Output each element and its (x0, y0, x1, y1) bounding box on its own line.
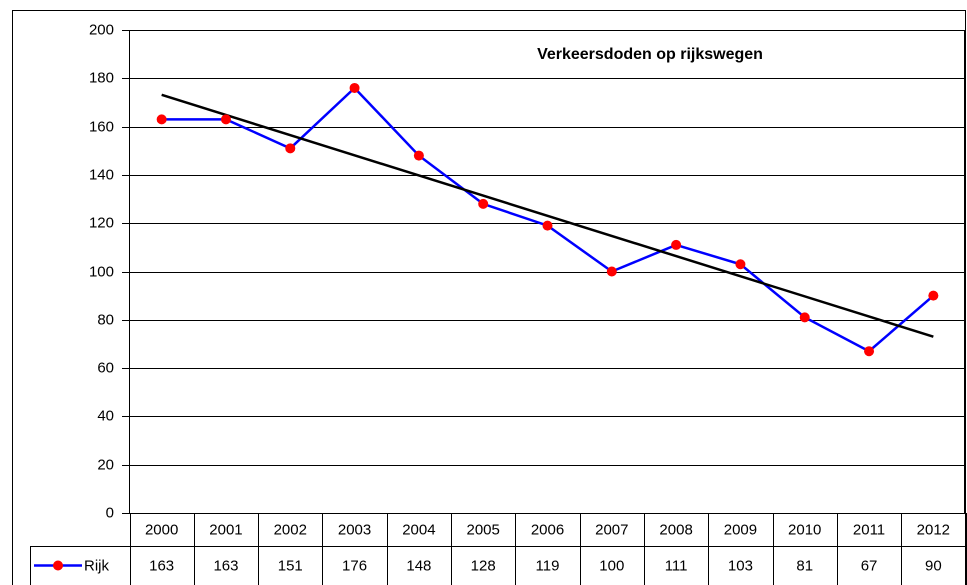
y-tick-label: 80 (97, 311, 114, 328)
x-tick-label: 2010 (788, 521, 821, 538)
table-value: 103 (728, 557, 753, 574)
table-value: 119 (536, 557, 560, 574)
x-tick-label: 2002 (274, 521, 307, 538)
x-tick-label: 2003 (338, 521, 371, 538)
y-tick-label: 100 (89, 263, 114, 280)
table-value: 163 (149, 557, 174, 574)
y-tick-label: 180 (89, 69, 114, 86)
table-value: 148 (406, 557, 431, 574)
data-point (349, 82, 360, 93)
legend-label: Rijk (84, 557, 109, 574)
chart-title: Verkeersdoden op rijkswegen (537, 46, 763, 63)
table-value: 81 (796, 557, 813, 574)
table-value: 67 (861, 557, 878, 574)
table-value: 163 (213, 557, 238, 574)
table-value: 128 (471, 557, 496, 574)
x-tick-label: 2000 (145, 521, 178, 538)
data-point (542, 220, 553, 231)
table-value: 151 (278, 557, 303, 574)
x-tick-label: 2006 (531, 521, 564, 538)
y-tick-label: 200 (89, 21, 114, 38)
data-point (413, 150, 424, 161)
x-tick-label: 2008 (659, 521, 692, 538)
x-tick-label: 2009 (724, 521, 757, 538)
y-tick-label: 60 (97, 359, 114, 376)
table-value: 176 (342, 557, 367, 574)
legend-marker (53, 560, 63, 571)
data-point (478, 198, 489, 209)
table-value: 111 (665, 557, 688, 574)
data-point (156, 114, 167, 125)
table-value: 90 (925, 557, 942, 574)
y-tick-label: 140 (89, 166, 114, 183)
data-point (928, 290, 939, 301)
data-point (671, 239, 682, 250)
y-tick-label: 20 (97, 456, 114, 473)
y-tick-label: 160 (89, 118, 114, 135)
data-point (606, 266, 617, 277)
y-tick-label: 0 (106, 504, 114, 521)
data-point (220, 114, 231, 125)
x-tick-label: 2012 (917, 521, 950, 538)
data-point (799, 312, 810, 323)
x-tick-label: 2005 (467, 521, 500, 538)
data-point (735, 259, 746, 270)
y-tick-label: 40 (97, 407, 114, 424)
y-tick-label: 120 (89, 214, 114, 231)
x-tick-label: 2001 (209, 521, 242, 538)
x-tick-label: 2011 (853, 521, 885, 538)
x-tick-label: 2007 (595, 521, 628, 538)
data-point (864, 346, 875, 357)
x-tick-label: 2004 (402, 521, 435, 538)
chart-border (12, 10, 966, 585)
data-point (285, 143, 296, 154)
table-value: 100 (599, 557, 624, 574)
trendline (161, 93, 934, 338)
